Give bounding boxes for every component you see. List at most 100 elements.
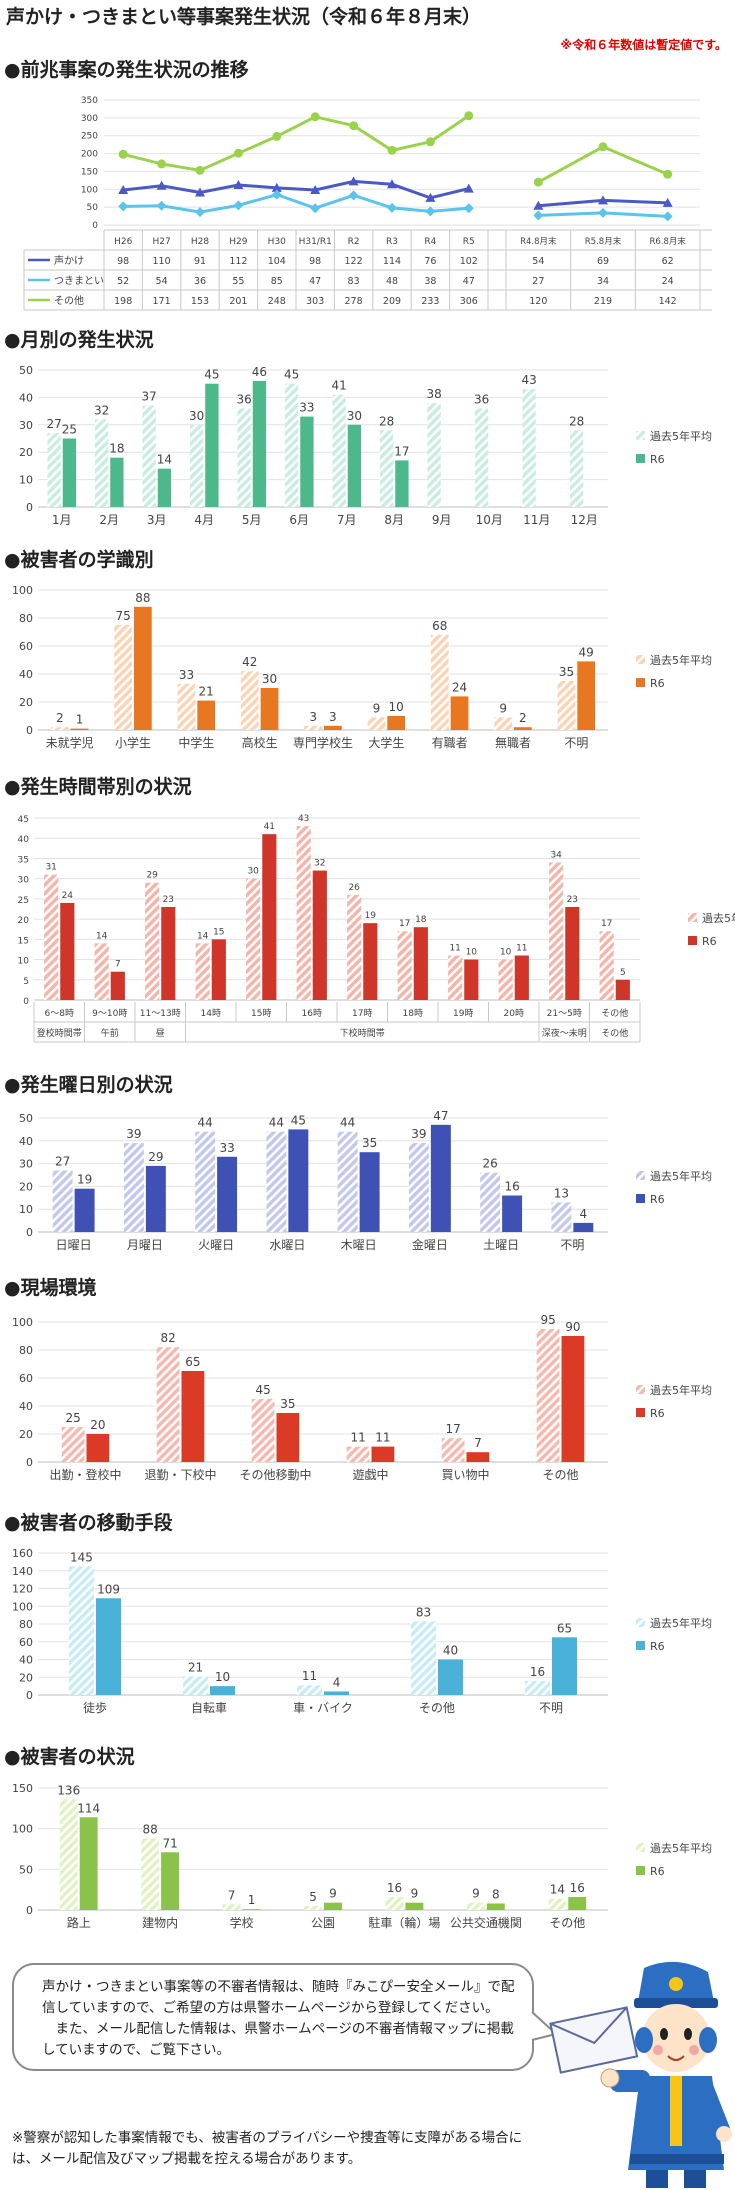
past-avg-bar <box>304 725 322 730</box>
period-label: その他 <box>601 1027 628 1039</box>
past-avg-bar <box>296 1685 322 1695</box>
y-tick-label: 25 <box>18 896 29 906</box>
past-avg-bar <box>522 389 536 507</box>
r6-bar <box>565 906 580 1000</box>
past-avg-bar <box>47 433 61 507</box>
y-tick-label: 10 <box>19 1203 33 1216</box>
r6-bar <box>450 696 469 730</box>
data-label: 21 <box>199 685 214 699</box>
category-label: 出勤・登校中 <box>49 1467 121 1482</box>
past-avg-bar <box>156 1347 180 1462</box>
data-label: 18 <box>415 915 427 925</box>
data-point <box>533 210 544 221</box>
category-label: 未就学児 <box>46 735 94 750</box>
series-name: つきまとい <box>54 275 104 287</box>
legend-swatch <box>636 655 645 664</box>
past-avg-bar <box>427 402 441 507</box>
data-label: 35 <box>362 1136 377 1150</box>
r6-bar <box>387 716 406 730</box>
data-point <box>233 200 244 211</box>
r6-bar <box>262 834 277 1000</box>
legend-swatch <box>636 1385 645 1394</box>
r6-bar <box>430 1124 451 1232</box>
data-label: 16 <box>387 1881 402 1895</box>
data-label: 90 <box>565 1320 580 1334</box>
series-line <box>123 193 469 214</box>
data-label: 1 <box>248 1893 256 1907</box>
legend-label: 過去5年平均 <box>702 911 735 925</box>
past-avg-bar <box>536 1329 560 1462</box>
category-label: 自転車 <box>191 1701 227 1715</box>
table-value: 24 <box>662 276 674 287</box>
r6-bar <box>324 725 342 730</box>
data-label: 42 <box>242 655 257 669</box>
past-avg-bar <box>524 1680 550 1695</box>
data-point <box>387 145 397 155</box>
r6-bar <box>312 870 327 1000</box>
series-line <box>122 114 470 172</box>
r6-bar <box>464 959 479 1000</box>
table-value: 54 <box>532 256 544 267</box>
legend-label: R6 <box>650 1193 665 1206</box>
data-point <box>662 197 673 207</box>
y-tick-label: 35 <box>18 855 29 865</box>
past-avg-bar <box>182 1676 208 1695</box>
table-value: 142 <box>659 296 677 307</box>
r6-bar <box>359 1152 380 1232</box>
past-avg-bar <box>397 931 412 1000</box>
data-label: 11 <box>350 1431 365 1445</box>
data-label: 17 <box>445 1422 460 1436</box>
table-value: 306 <box>460 296 478 307</box>
section-title-monthly: ●月別の発生状況 <box>4 329 154 351</box>
past-avg-bar <box>177 683 196 730</box>
category-label: 遊戯中 <box>352 1467 388 1482</box>
r6-bar <box>60 902 75 1000</box>
legend-swatch <box>636 1171 645 1180</box>
r6-bar <box>347 424 362 507</box>
data-label: 46 <box>252 365 267 379</box>
category-label: 6月 <box>289 513 309 527</box>
data-point <box>533 177 543 187</box>
y-tick-label: 100 <box>12 1316 33 1329</box>
past-avg-bar <box>240 671 259 730</box>
section-title-scene: ●現場環境 <box>4 1277 97 1299</box>
data-label: 40 <box>443 1644 458 1658</box>
past-avg-bar <box>266 1131 287 1232</box>
y-tick-label: 0 <box>26 1226 33 1239</box>
past-avg-bar <box>142 405 156 507</box>
weekday-bar-chart: 0 10 20 30 40 50 27 19 日曜日 39 29 月曜日 44 33 火曜日 44 45 水曜日 4… <box>19 1109 712 1252</box>
category-label: 火曜日 <box>198 1238 234 1252</box>
table-value: 209 <box>383 296 401 307</box>
category-label: 8月 <box>384 513 404 527</box>
legend-swatch <box>636 1866 645 1875</box>
map-info-text: また、メール配信した情報は、県警ホームページの不審者情報マップに掲載していますの… <box>42 2021 514 2058</box>
category-label: 14時 <box>201 1008 221 1019</box>
table-value: 36 <box>194 276 206 287</box>
category-label: 17時 <box>352 1008 372 1019</box>
data-label: 11 <box>449 944 460 954</box>
table-value: 38 <box>424 276 436 287</box>
period-label: 昼 <box>156 1028 165 1039</box>
past-avg-bar <box>347 894 362 1000</box>
category-label: 不明 <box>564 736 588 750</box>
category-label: 木曜日 <box>341 1238 377 1252</box>
data-label: 20 <box>90 1418 105 1432</box>
data-label: 136 <box>57 1783 80 1797</box>
y-tick-label: 0 <box>26 1456 33 1469</box>
y-tick-label: 0 <box>23 997 29 1007</box>
r6-bar <box>615 979 630 1000</box>
table-value: 34 <box>597 276 609 287</box>
data-label: 10 <box>500 948 512 958</box>
y-tick-label: 0 <box>26 1904 33 1917</box>
table-value: 198 <box>114 296 132 307</box>
x-tick-label: R4 <box>424 237 436 247</box>
data-point <box>156 200 167 211</box>
category-label: 高校生 <box>242 735 278 750</box>
r6-bar <box>161 1852 180 1910</box>
legend-swatch <box>636 431 645 440</box>
data-point <box>157 159 167 169</box>
data-label: 39 <box>411 1127 426 1141</box>
r6-bar <box>466 1452 490 1462</box>
legend-label: R6 <box>702 935 717 948</box>
